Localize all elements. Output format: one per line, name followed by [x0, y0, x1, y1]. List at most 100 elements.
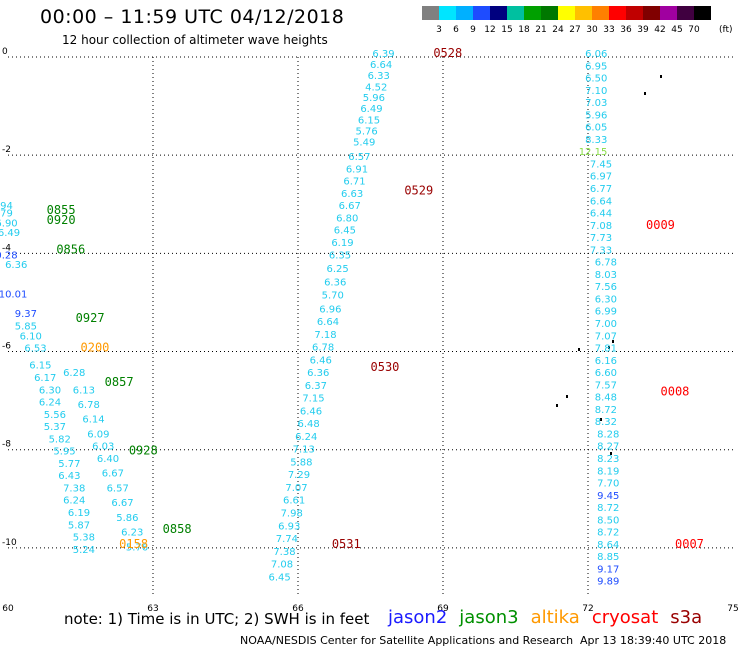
colorbar-label: 6 [453, 25, 459, 35]
wave-height-value: 8.72 [595, 405, 617, 416]
wave-height-value: 8.19 [597, 466, 619, 477]
wave-height-value: 8.32 [595, 417, 617, 428]
wave-height-value: 6.49 [0, 228, 20, 239]
wave-height-value: 6.24 [63, 496, 85, 507]
wave-height-value: 6.35 [329, 250, 351, 261]
wave-height-value: 8.72 [597, 528, 619, 539]
wave-height-value: 8.48 [595, 393, 617, 404]
wave-height-value: 6.03 [92, 442, 114, 453]
wave-height-value: 6.97 [590, 172, 612, 183]
pass-time-label: 0920 [47, 213, 76, 227]
colorbar: 3 6 9 12 15 18 21 24 27 30 33 36 39 42 45 70 (ft) [422, 6, 733, 35]
wave-height-value: 6.28 [63, 368, 85, 379]
wave-height-value: 6.19 [331, 238, 353, 249]
pass-time-label: 0009 [646, 218, 675, 232]
legend-jason2: jason2 [388, 607, 448, 628]
wave-height-value: 7.08 [271, 560, 293, 571]
wave-height-value: 6.36 [307, 368, 329, 379]
wave-height-value: 7.10 [585, 86, 607, 97]
wave-height-value: 7.07 [285, 483, 307, 494]
wave-height-value: 6.93 [278, 521, 300, 532]
wave-height-value: 6.37 [305, 381, 327, 392]
wave-height-value: 7.73 [590, 233, 612, 244]
island-mark [660, 75, 662, 78]
x-tick-label: 69 [437, 604, 449, 614]
colorbar-swatch [507, 6, 524, 20]
wave-height-value: 6.64 [590, 196, 612, 207]
colorbar-label: 24 [552, 25, 564, 35]
colorbar-swatch [626, 6, 643, 20]
wave-height-value: 6.53 [24, 344, 46, 355]
wave-height-value: 9.37 [15, 309, 37, 320]
pass-time-label: 0927 [76, 311, 105, 325]
wave-height-value: 5.24 [73, 545, 95, 556]
wave-height-value: 6.19 [68, 508, 90, 519]
wave-height-value: 6.24 [39, 398, 61, 409]
wave-height-value: 6.16 [595, 356, 617, 367]
colorbar-label: 30 [586, 25, 598, 35]
wave-height-value: 6.15 [29, 361, 51, 372]
wave-height-value: 6.44 [590, 209, 612, 220]
wave-height-value: 12.15 [579, 147, 608, 158]
colorbar-swatch [694, 6, 711, 20]
page-subtitle: 12 hour collection of altimeter wave hei… [62, 33, 328, 47]
page-title: 00:00 – 11:59 UTC 04/12/2018 [40, 6, 345, 28]
wave-height-value: 7.08 [590, 221, 612, 232]
wave-height-value: 6.61 [283, 496, 305, 507]
wave-height-value: 6.45 [268, 572, 290, 583]
wave-height-value: 6.77 [590, 184, 612, 195]
wave-height-value: 6.46 [300, 406, 322, 417]
wave-height-value: 6.64 [370, 60, 392, 71]
wave-height-value: 6.36 [324, 277, 346, 288]
wave-height-value: 6.67 [111, 498, 133, 509]
pass-time-label: 0529 [404, 183, 433, 197]
x-tick-label: 60 [2, 604, 14, 614]
wave-height-value: 5.96 [585, 110, 607, 121]
pass-time-label: 0008 [661, 385, 690, 399]
island-mark [556, 404, 558, 407]
wave-height-value: 6.79 [0, 209, 13, 220]
wave-height-value: 5.94 [0, 201, 13, 212]
colorbar-label: 36 [620, 25, 632, 35]
wave-height-value: 7.57 [595, 380, 617, 391]
island-mark [612, 340, 614, 343]
wave-height-value: 6.43 [58, 471, 80, 482]
wave-height-value: 7.33 [590, 245, 612, 256]
wave-height-value: 5.49 [353, 137, 375, 148]
colorbar-swatch [575, 6, 592, 20]
pass-time-label: 0531 [332, 537, 361, 551]
pass-time-label: 0007 [675, 537, 704, 551]
colorbar-label: 33 [603, 25, 614, 35]
wave-height-value: 8.64 [597, 540, 619, 551]
wave-height-value: 8.27 [597, 442, 619, 453]
wave-height-value: 6.90 [0, 218, 18, 229]
y-tick-label: -4 [2, 243, 11, 253]
wave-height-value: 7.00 [595, 319, 617, 330]
wave-height-value: 7.13 [293, 445, 315, 456]
wave-height-value: 5.37 [44, 422, 66, 433]
wave-height-value: 5.70 [322, 291, 344, 302]
wave-height-value: 6.99 [595, 307, 617, 318]
colorbar-swatch [643, 6, 660, 20]
wave-height-value: 5.88 [290, 457, 312, 468]
pass-time-label: 0528 [433, 46, 462, 60]
wave-height-value: 7.38 [63, 483, 85, 494]
wave-height-value: 7.74 [276, 534, 298, 545]
pass-time-label: 0200 [81, 341, 110, 355]
colorbar-swatch [558, 6, 575, 20]
wave-height-value: 7.29 [288, 470, 310, 481]
wave-height-value: 8.33 [585, 135, 607, 146]
wave-height-value: 6.13 [73, 385, 95, 396]
wave-height-value: 6.96 [319, 304, 341, 315]
colorbar-swatch [473, 6, 490, 20]
wave-height-value: 6.63 [341, 189, 363, 200]
colorbar-label: 18 [518, 25, 530, 35]
wave-height-value: 6.14 [82, 415, 104, 426]
colorbar-label: 12 [484, 25, 495, 35]
legend-altika: altika [530, 607, 580, 628]
x-tick-label: 63 [147, 604, 158, 614]
colorbar-label: 70 [688, 25, 700, 35]
island-mark [644, 92, 646, 95]
pass-time-label: 0857 [105, 375, 134, 389]
wave-height-value: 6.10 [20, 331, 42, 342]
